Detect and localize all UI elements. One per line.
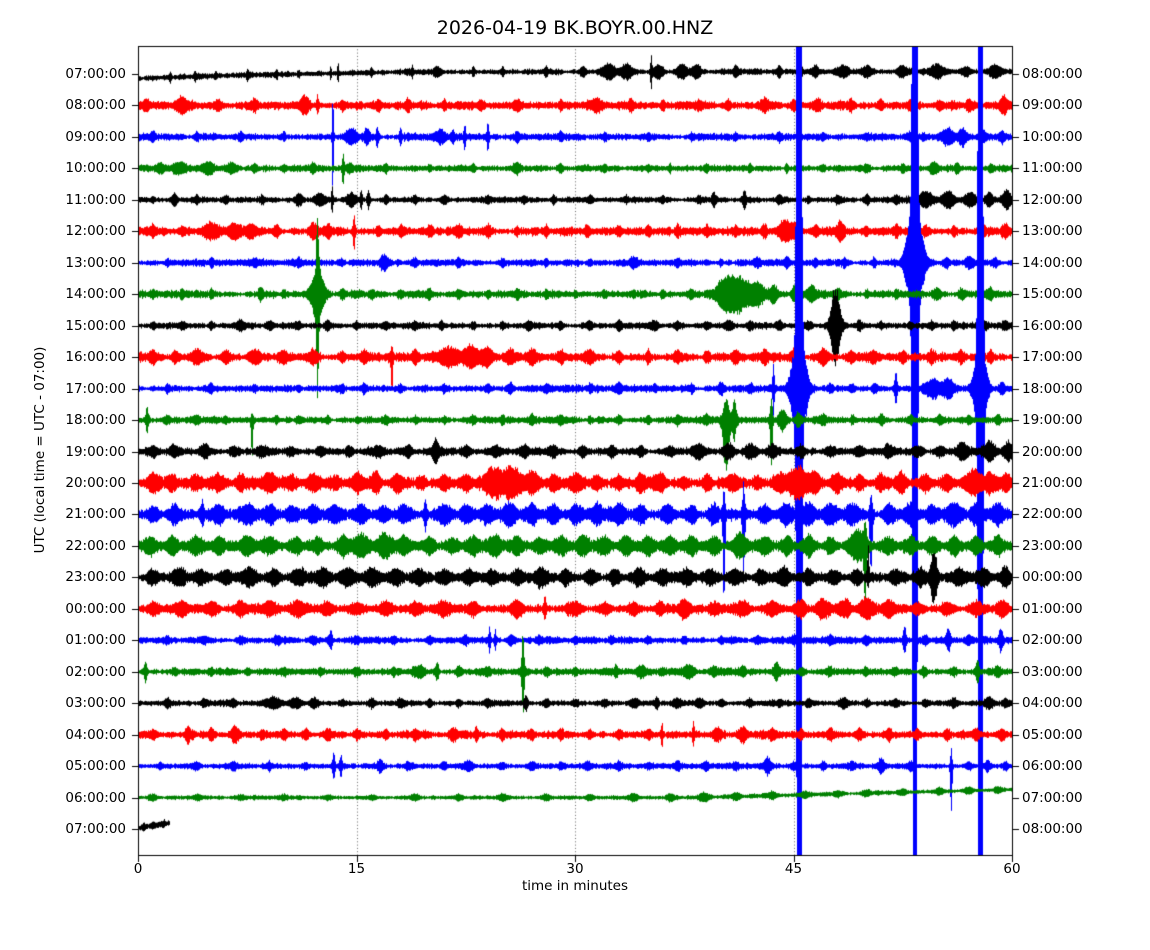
utc-tick-label: 05:00:00 (65, 758, 126, 775)
local-tick-label: 09:00:00 (1022, 97, 1083, 114)
x-tick-label: 30 (566, 861, 584, 877)
utc-tick-label: 20:00:00 (65, 474, 126, 491)
utc-tick-label: 06:00:00 (65, 789, 126, 806)
utc-tick-label: 07:00:00 (65, 821, 126, 838)
local-tick-label: 08:00:00 (1022, 66, 1083, 82)
utc-tick-label: 15:00:00 (65, 317, 126, 334)
utc-tick-label: 23:00:00 (65, 569, 126, 586)
utc-tick-label: 18:00:00 (65, 412, 126, 429)
utc-tick-label: 11:00:00 (65, 191, 126, 208)
page-title: 2026-04-19 BK.BOYR.00.HNZ (436, 17, 714, 39)
local-tick-label: 06:00:00 (1022, 758, 1083, 775)
local-tick-label: 17:00:00 (1022, 349, 1083, 366)
utc-tick-label: 08:00:00 (65, 97, 126, 114)
utc-tick-label: 12:00:00 (65, 223, 126, 240)
local-tick-label: 15:00:00 (1022, 286, 1083, 303)
x-tick-label: 45 (784, 861, 803, 877)
local-tick-label: 08:00:00 (1022, 821, 1083, 838)
local-tick-label: 13:00:00 (1022, 223, 1083, 240)
x-tick-label: 0 (133, 861, 143, 877)
utc-tick-label: 10:00:00 (65, 160, 126, 177)
local-tick-label: 19:00:00 (1022, 412, 1083, 429)
local-tick-label: 20:00:00 (1022, 443, 1083, 460)
utc-tick-label: 21:00:00 (65, 506, 126, 523)
utc-tick-label: 04:00:00 (65, 726, 126, 743)
x-tick-label: 60 (1003, 861, 1021, 877)
utc-tick-label: 07:00:00 (65, 66, 126, 82)
utc-tick-label: 16:00:00 (65, 349, 126, 366)
utc-tick-label: 17:00:00 (65, 380, 126, 397)
x-axis-label: time in minutes (521, 878, 629, 894)
utc-tick-label: 02:00:00 (65, 663, 126, 680)
local-tick-label: 05:00:00 (1022, 726, 1083, 743)
utc-tick-label: 13:00:00 (65, 254, 126, 271)
utc-tick-label: 22:00:00 (65, 537, 126, 554)
local-tick-label: 11:00:00 (1022, 160, 1083, 177)
x-tick-label: 15 (347, 861, 366, 877)
local-tick-label: 22:00:00 (1022, 506, 1083, 523)
local-tick-label: 03:00:00 (1022, 663, 1083, 680)
local-tick-label: 10:00:00 (1022, 128, 1083, 145)
local-tick-label: 04:00:00 (1022, 695, 1083, 712)
local-tick-label: 07:00:00 (1022, 789, 1083, 806)
local-tick-label: 14:00:00 (1022, 254, 1083, 271)
utc-tick-label: 00:00:00 (65, 600, 126, 617)
local-tick-label: 01:00:00 (1022, 600, 1083, 617)
utc-tick-label: 19:00:00 (65, 443, 126, 460)
local-tick-label: 02:00:00 (1022, 632, 1083, 649)
local-tick-label: 23:00:00 (1022, 537, 1083, 554)
utc-tick-label: 03:00:00 (65, 695, 126, 712)
local-tick-label: 12:00:00 (1022, 191, 1083, 208)
local-tick-label: 21:00:00 (1022, 474, 1083, 491)
local-tick-label: 00:00:00 (1022, 569, 1083, 586)
local-tick-label: 18:00:00 (1022, 380, 1083, 397)
utc-tick-label: 09:00:00 (65, 128, 126, 145)
local-tick-label: 16:00:00 (1022, 317, 1083, 334)
utc-tick-label: 01:00:00 (65, 632, 126, 649)
utc-tick-label: 14:00:00 (65, 286, 126, 303)
